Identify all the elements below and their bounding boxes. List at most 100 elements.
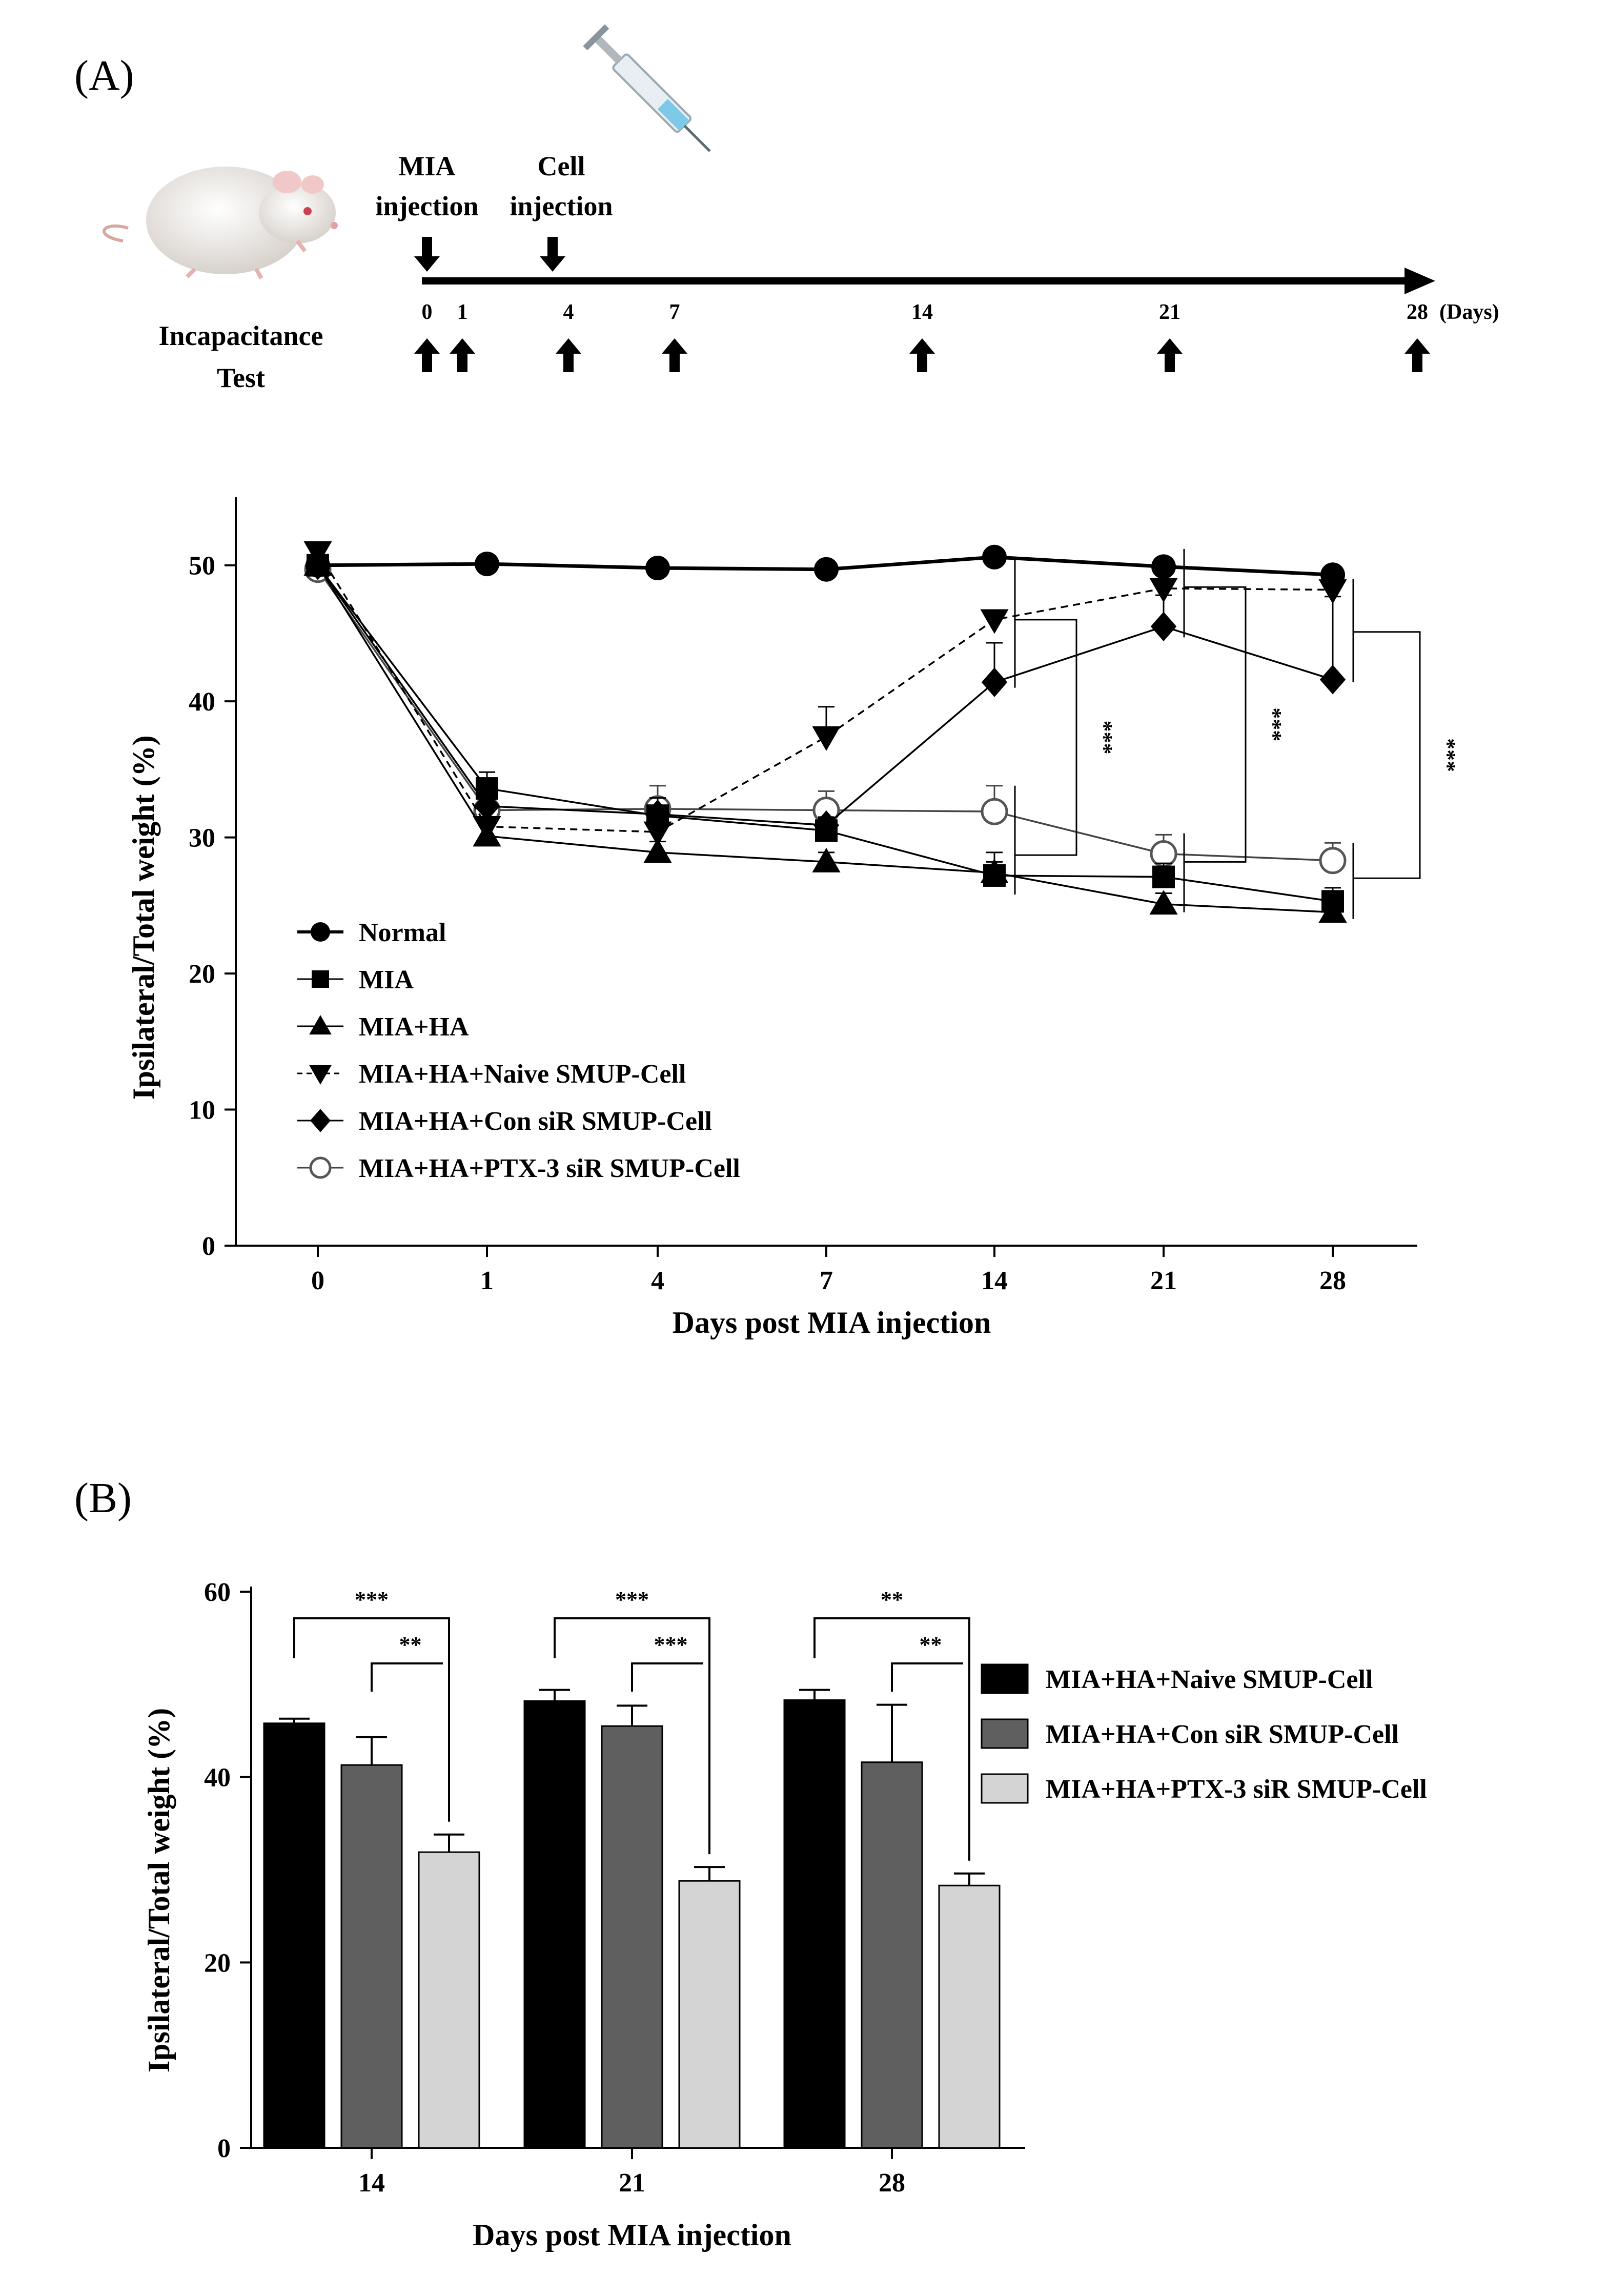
marker-square xyxy=(1321,890,1344,913)
cell-injection-label-2: injection xyxy=(510,191,613,221)
legend-swatch xyxy=(981,1663,1029,1694)
down-arrow-icon xyxy=(414,237,440,272)
bracket-short xyxy=(891,1662,963,1692)
bar xyxy=(523,1700,586,2149)
legend-item: MIA+HA+Con siR SMUP-Cell xyxy=(981,1718,1399,1749)
legend-item: MIA+HA+PTX-3 siR SMUP-Cell xyxy=(981,1773,1427,1804)
marker-triangle-down xyxy=(643,821,672,846)
marker-circle xyxy=(645,556,670,581)
marker-triangle-down xyxy=(980,609,1009,634)
bar xyxy=(340,1764,403,2149)
significance-label-long: *** xyxy=(355,1587,389,1612)
bracket-long xyxy=(293,1617,450,1822)
marker-square xyxy=(1152,865,1175,888)
marker-triangle-up xyxy=(643,838,672,863)
timeline-day-label: 1 xyxy=(457,300,468,324)
bar xyxy=(678,1880,741,2149)
series-normal xyxy=(306,544,1345,587)
marker-open-circle xyxy=(1319,847,1347,875)
marker-diamond xyxy=(813,810,840,840)
up-arrow-head xyxy=(662,338,687,354)
marker-triangle-up xyxy=(812,847,841,872)
panel-label-a: (A) xyxy=(74,52,134,99)
marker-circle xyxy=(311,922,330,942)
marker-diamond xyxy=(474,791,500,821)
bar xyxy=(938,1884,1001,2149)
bar xyxy=(783,1699,846,2149)
marker-open-circle xyxy=(981,798,1008,825)
x-tick-label: 14 xyxy=(981,1266,1008,1295)
incapacitance-label-2: Test xyxy=(217,362,265,393)
significance-label-short: ** xyxy=(399,1632,422,1657)
up-arrow-stem xyxy=(563,353,574,372)
down-arrow-icon xyxy=(540,237,565,272)
significance-bracket: ****** xyxy=(554,1587,710,1855)
legend-item: MIA+HA+Naive SMUP-Cell xyxy=(981,1663,1373,1694)
bar xyxy=(263,1722,325,2149)
bar xyxy=(601,1725,663,2149)
marker-square xyxy=(983,864,1006,887)
up-arrow-head xyxy=(450,338,475,354)
marker-diamond xyxy=(1319,664,1346,695)
up-arrow-icon xyxy=(556,338,581,372)
timeline-days: 0 1 4 7 14 21 28 xyxy=(414,300,1430,372)
x-axis-title: Days post MIA injection xyxy=(673,1306,991,1339)
x-tick-label: 21 xyxy=(619,2168,645,2198)
x-tick-label: 4 xyxy=(651,1266,664,1295)
legend-swatch xyxy=(981,1718,1029,1749)
marker-square xyxy=(312,970,329,988)
legend-item: Normal xyxy=(297,918,446,947)
significance-label-long: ** xyxy=(881,1587,903,1612)
significance-label: *** xyxy=(1261,707,1286,741)
timeline-arrowhead xyxy=(1405,268,1435,294)
y-tick-label: 10 xyxy=(189,1096,215,1125)
up-arrow-head xyxy=(556,338,581,354)
bracket-line xyxy=(1015,619,1077,856)
y-tick-label: 40 xyxy=(189,687,215,717)
significance-label-long: *** xyxy=(615,1587,649,1612)
y-tick-label: 20 xyxy=(189,960,215,989)
legend-label: Normal xyxy=(359,918,446,947)
legend-label: MIA+HA+Naive SMUP-Cell xyxy=(1046,1665,1373,1694)
timeline-day-label: 7 xyxy=(669,300,680,324)
significance-label: *** xyxy=(1435,738,1460,772)
bracket-line xyxy=(1184,586,1247,863)
marker-circle xyxy=(1320,562,1345,587)
legend-item: MIA+HA xyxy=(297,1012,469,1042)
significance-bracket: *** xyxy=(1014,557,1117,895)
legend-label: MIA+HA+Naive SMUP-Cell xyxy=(359,1060,686,1089)
up-arrow-head xyxy=(414,338,440,354)
legend-label: MIA+HA+Con siR SMUP-Cell xyxy=(359,1107,712,1136)
marker-triangle-down xyxy=(812,726,841,751)
marker-triangle-down xyxy=(309,1065,332,1085)
up-arrow-stem xyxy=(1165,353,1175,372)
up-arrow-head xyxy=(909,338,935,354)
significance-bracket: ***** xyxy=(293,1587,450,1822)
timeline: Incapacitance Test MIA injection Cell in… xyxy=(103,24,1499,393)
marker-open-circle xyxy=(1150,840,1177,867)
bracket-long xyxy=(554,1617,710,1855)
marker-circle xyxy=(814,557,839,582)
timeline-days-unit: (Days) xyxy=(1439,300,1499,324)
y-tick-label: 0 xyxy=(202,1232,215,1261)
legend: Normal MIA MIA+HA MIA+HA+Naive SMUP-Cell MIA… xyxy=(297,918,740,1183)
rat-icon xyxy=(103,167,338,279)
legend-item: MIA+HA+Naive SMUP-Cell xyxy=(297,1060,686,1089)
up-arrow-stem xyxy=(917,353,927,372)
bracket-long xyxy=(813,1617,970,1861)
up-arrow-icon xyxy=(450,338,475,372)
up-arrow-head xyxy=(1157,338,1183,354)
x-axis-title: Days post MIA injection xyxy=(473,2218,791,2252)
up-arrow-head xyxy=(1405,338,1430,354)
y-tick-label: 0 xyxy=(217,2134,231,2163)
up-arrow-icon xyxy=(662,338,687,372)
significance-bracket: *** xyxy=(1352,579,1460,919)
marker-diamond xyxy=(310,1109,331,1132)
bar xyxy=(861,1761,923,2149)
legend-label: MIA+HA+PTX-3 siR SMUP-Cell xyxy=(359,1154,740,1183)
up-arrow-stem xyxy=(422,353,432,372)
bar xyxy=(418,1851,480,2149)
legend-label: MIA xyxy=(359,965,414,994)
series-line xyxy=(317,551,1333,833)
significance-bracket: *** xyxy=(1183,548,1286,912)
